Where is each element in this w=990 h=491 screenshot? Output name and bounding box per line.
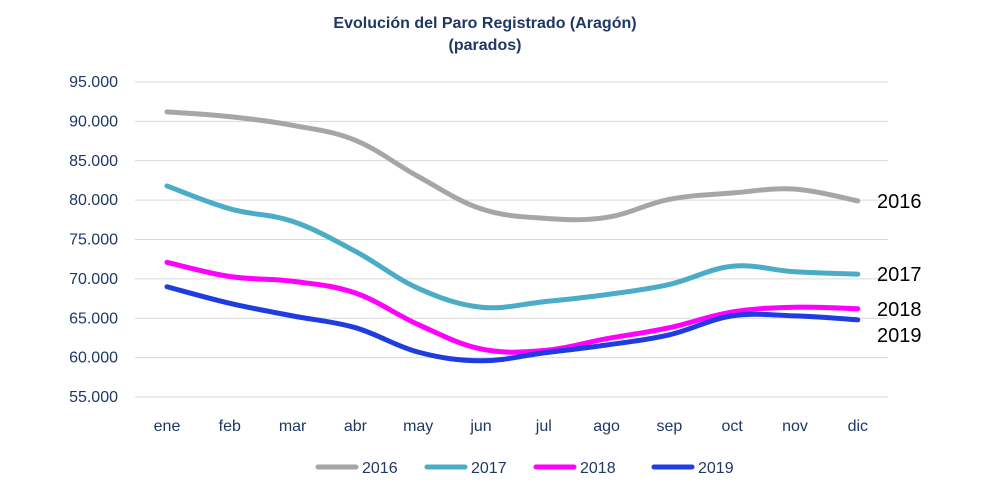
series-line-2018 [164, 259, 861, 355]
chart-subtitle: (parados) [449, 37, 522, 54]
end-label-2017: 2017 [877, 264, 922, 286]
y-tick-label: 60.000 [69, 350, 118, 367]
x-tick-label-mar: mar [279, 418, 307, 435]
x-tick-label-jun: jun [469, 418, 491, 435]
y-tick-label: 55.000 [69, 389, 118, 406]
x-tick-label-nov: nov [782, 418, 808, 435]
y-tick-label: 85.000 [69, 153, 118, 170]
x-tick-label-feb: feb [219, 418, 241, 435]
y-tick-label: 90.000 [69, 113, 118, 130]
series-end-labels: 2016 2017 2018 2019 [877, 191, 922, 347]
y-tick-label: 75.000 [69, 232, 118, 249]
legend-label-2018: 2018 [580, 460, 616, 477]
x-tick-label-may: may [403, 418, 433, 435]
y-tick-label: 95.000 [69, 74, 118, 91]
end-label-2018: 2018 [877, 299, 922, 321]
x-axis-ticks: ene feb mar abr may jun jul ago sep oct nov dic [154, 418, 868, 435]
chart-title: Evolución del Paro Registrado (Aragón) [333, 15, 636, 32]
legend-label-2017: 2017 [471, 460, 507, 477]
series-line-2017 [164, 183, 861, 311]
x-tick-label-ago: ago [593, 418, 620, 435]
series-lines [164, 109, 861, 364]
y-axis-ticks: 55.000 60.000 65.000 70.000 75.000 80.000 85.0… [69, 74, 118, 406]
x-tick-label-sep: sep [657, 418, 683, 435]
y-tick-label: 65.000 [69, 310, 118, 327]
end-label-2016: 2016 [877, 191, 922, 213]
series-line-2016 [164, 109, 861, 223]
legend-label-2016: 2016 [362, 460, 398, 477]
y-tick-label: 80.000 [69, 192, 118, 209]
legend: 2016 2017 2018 2019 [315, 460, 734, 477]
x-tick-label-abr: abr [344, 418, 368, 435]
series-line-2019 [164, 284, 861, 364]
x-tick-label-ene: ene [154, 418, 181, 435]
x-tick-label-jul: jul [535, 418, 552, 435]
end-label-2019: 2019 [877, 325, 922, 347]
x-tick-label-dic: dic [848, 418, 868, 435]
legend-label-2019: 2019 [698, 460, 734, 477]
x-tick-label-oct: oct [722, 418, 744, 435]
y-tick-label: 70.000 [69, 271, 118, 288]
